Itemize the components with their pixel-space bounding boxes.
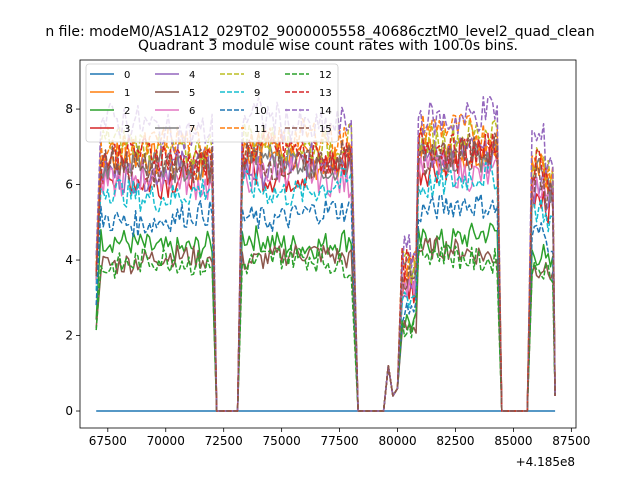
- x-tick-label: 75000: [263, 434, 301, 448]
- y-tick-label: 2: [65, 329, 73, 343]
- series-line-11: [95, 112, 556, 412]
- legend-label-5: 5: [189, 88, 195, 99]
- legend-label-13: 13: [319, 88, 332, 99]
- series-line-6: [95, 146, 556, 412]
- x-tick-label: 82500: [436, 434, 474, 448]
- legend-label-7: 7: [189, 124, 195, 135]
- chart-title: Quadrant 3 module wise count rates with …: [138, 38, 518, 54]
- y-axis: 0 2 4 6 8: [65, 102, 80, 418]
- series-line-8: [95, 119, 556, 412]
- series-line-13: [95, 127, 556, 412]
- x-offset-label: +4.185e8: [516, 455, 575, 469]
- series-line-2: [95, 222, 556, 412]
- legend-label-12: 12: [319, 70, 332, 81]
- legend-label-6: 6: [189, 106, 195, 117]
- x-tick-label: 67500: [89, 434, 127, 448]
- legend-label-11: 11: [254, 124, 267, 135]
- x-tick-label: 80000: [378, 434, 416, 448]
- legend-label-10: 10: [254, 106, 267, 117]
- legend-label-2: 2: [124, 106, 130, 117]
- series-line-12: [95, 238, 556, 412]
- legend-label-9: 9: [254, 88, 260, 99]
- legend-label-3: 3: [124, 124, 130, 135]
- legend-label-1: 1: [124, 88, 130, 99]
- y-tick-label: 0: [65, 404, 73, 418]
- series-line-3: [95, 137, 556, 412]
- legend-box: [85, 63, 339, 143]
- x-tick-label: 72500: [205, 434, 243, 448]
- x-tick-label: 87500: [552, 434, 590, 448]
- x-tick-label: 70000: [147, 434, 185, 448]
- chart-suptitle: n file: modeM0/AS1A12_029T02_9000005558_…: [45, 24, 594, 40]
- legend-label-0: 0: [124, 70, 130, 81]
- y-tick-label: 4: [65, 253, 73, 267]
- series-line-9: [95, 159, 556, 412]
- series-line-10: [95, 193, 556, 412]
- legend-label-4: 4: [189, 70, 195, 81]
- plot-frame: [79, 59, 577, 429]
- legend-label-14: 14: [319, 106, 332, 117]
- legend-label-8: 8: [254, 70, 260, 81]
- series-line-15: [95, 132, 556, 412]
- x-tick-label: 85000: [494, 434, 532, 448]
- legend-label-15: 15: [319, 124, 332, 135]
- y-tick-label: 6: [65, 178, 73, 192]
- plot-area: [79, 59, 577, 429]
- y-tick-label: 8: [65, 102, 73, 116]
- x-tick-label: 77500: [320, 434, 358, 448]
- x-axis: 67500 70000 72500 75000 77500 80000 82500 85000…: [89, 428, 590, 448]
